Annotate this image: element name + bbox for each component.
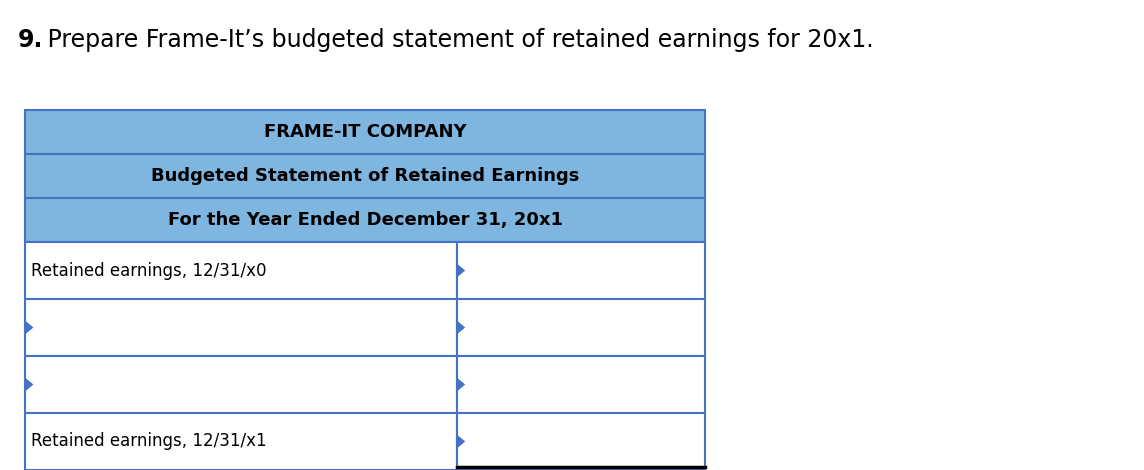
Text: Prepare Frame-It’s budgeted statement of retained earnings for 20x1.: Prepare Frame-It’s budgeted statement of… xyxy=(40,28,874,52)
Text: For the Year Ended December 31, 20x1: For the Year Ended December 31, 20x1 xyxy=(167,211,563,229)
Bar xyxy=(456,356,705,413)
Polygon shape xyxy=(456,377,466,392)
Bar xyxy=(25,154,705,198)
Bar xyxy=(456,299,705,356)
Polygon shape xyxy=(456,321,466,335)
Bar xyxy=(456,413,705,470)
Text: 9.: 9. xyxy=(18,28,43,52)
Bar xyxy=(25,413,456,470)
Polygon shape xyxy=(25,321,33,335)
Bar xyxy=(25,299,456,356)
Polygon shape xyxy=(25,377,33,392)
Polygon shape xyxy=(456,434,466,448)
Bar xyxy=(25,242,456,299)
Bar xyxy=(456,242,705,299)
Bar xyxy=(25,110,705,154)
Text: FRAME-IT COMPANY: FRAME-IT COMPANY xyxy=(263,123,467,141)
Polygon shape xyxy=(456,264,466,277)
Text: Retained earnings, 12/31/x1: Retained earnings, 12/31/x1 xyxy=(31,432,267,451)
Bar xyxy=(25,198,705,242)
Text: Retained earnings, 12/31/x0: Retained earnings, 12/31/x0 xyxy=(31,261,267,280)
Text: Budgeted Statement of Retained Earnings: Budgeted Statement of Retained Earnings xyxy=(151,167,579,185)
Bar xyxy=(25,356,456,413)
